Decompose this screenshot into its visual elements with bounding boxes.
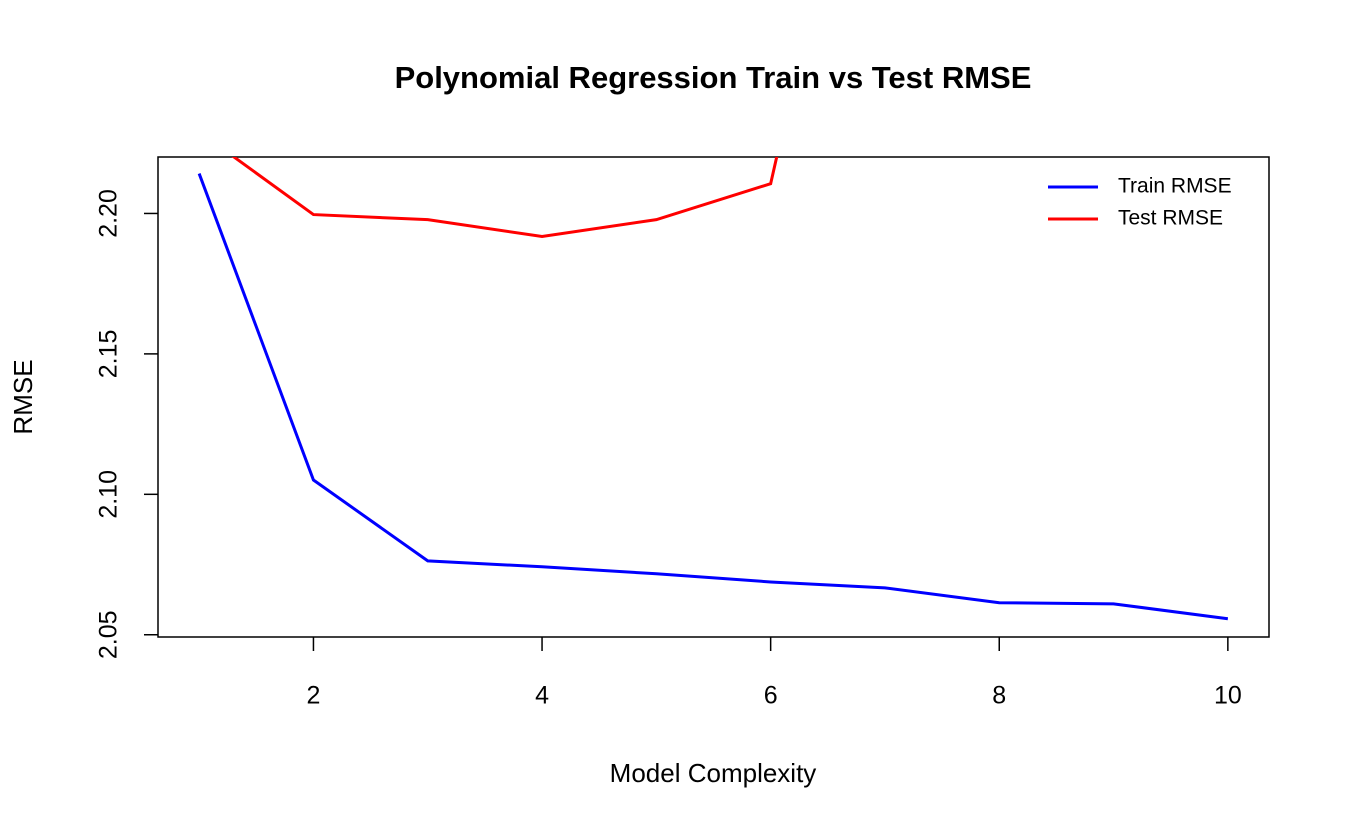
chart-title: Polynomial Regression Train vs Test RMSE [395,60,1032,95]
y-tick-label: 2.15 [95,330,123,379]
plot-frame [157,156,1270,638]
y-tick-label: 2.20 [95,189,123,238]
x-tick-label: 2 [306,682,320,710]
series-line [197,173,1229,621]
x-tick-label: 8 [992,682,1006,710]
y-tick-label: 2.05 [95,610,123,659]
series-line [231,157,779,239]
x-axis-label: Model Complexity [610,758,817,788]
x-tick-label: 4 [535,682,549,710]
x-tick-label: 10 [1214,682,1242,710]
legend-label: Test RMSE [1118,207,1223,230]
legend-label: Train RMSE [1118,175,1232,198]
plot-area [197,157,1229,621]
x-tick-label: 6 [764,682,778,710]
y-axis-label: RMSE [8,359,38,434]
y-tick-label: 2.10 [95,470,123,519]
